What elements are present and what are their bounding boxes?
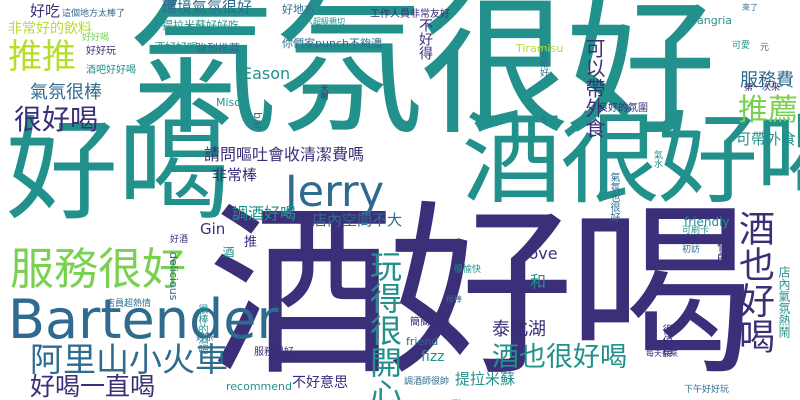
word-hao-hao-wan: 好好玩 — [86, 46, 116, 57]
word-dian-yuan-chao-re-qing: 店員超熱情 — [106, 299, 152, 309]
word-gong-zuo-ren-yuan: 工作人員非常友好 — [370, 9, 450, 20]
word-tui-jian: 推薦 — [738, 93, 798, 128]
word-qi-fen-hen-hao: 氣氛很好 — [128, 0, 716, 156]
word-liang-hao-de-qi-fen: 良好的氛圍 — [598, 103, 648, 114]
word-qiao-bang: 很棒 — [446, 295, 462, 304]
word-mei-tian-zuo: 每天都來 — [646, 349, 678, 358]
word-di-yi-ci-lai: 第一次來 — [744, 83, 781, 93]
word-hao-chi: 好吃 — [30, 2, 61, 20]
word-he: 和 — [530, 272, 547, 291]
word-miso: Miso — [216, 96, 242, 109]
word-hao-jiu: 好酒 — [170, 235, 189, 245]
word-tui-tui: 推推 — [8, 37, 76, 77]
word-jiu: 酒 — [221, 246, 235, 258]
word-ren-hen-qin-qie: 人超級親切 — [305, 17, 345, 26]
word-qing-wen-ou-tu: 請問嘔吐會收清潔費嗎 — [204, 145, 365, 164]
word-eason: Eason — [242, 64, 291, 83]
word-sangria: Sangria — [690, 14, 732, 27]
word-hao-di-fang: 好地方 — [282, 3, 315, 16]
word-jiu-hen-hao-he: 酒很好喝 — [462, 101, 800, 218]
word-tiramisu: Tiramisu — [516, 42, 564, 55]
word-a-li-shan: 阿里山小火車 — [30, 340, 228, 379]
word-tiao-jiu-hao-he: 調酒好喝 — [232, 204, 297, 223]
word-bu-hao-de: 不好得 — [417, 18, 433, 60]
word-ti-la-mi-su: 提拉米蘇 — [455, 370, 516, 388]
word-tui: 推 — [244, 235, 258, 250]
word-ke-yi-dai-wai-shi: 可以帶外食 — [582, 38, 606, 138]
word-hao-hao-he-small: 好好喝 — [82, 33, 110, 43]
word-ke-ai: 可愛 — [732, 41, 751, 51]
word-ke-shua-ka: 可刷卡 — [682, 226, 710, 236]
word-friendly: friendly — [684, 215, 730, 229]
word-hen-bang-de-jiu-ba: 很棒的酒吧 — [196, 304, 207, 354]
word-qi-fen-ye-hao: 氣氛也很好 — [608, 172, 619, 222]
word-fei-chang-bang: 非常棒 — [212, 166, 258, 184]
word-hen-shuai: 很帥 — [715, 238, 731, 266]
word-bar: bar — [251, 112, 264, 131]
word-chu-ci: 初訪 — [682, 245, 701, 255]
word-fei-chang-hao-de-yin-liao: 非常好的飲料 — [8, 21, 92, 37]
word-lai-le: 來了 — [742, 3, 758, 12]
word-dian-nei-kong-jian: 店內空間不大 — [312, 211, 403, 229]
word-huan-jing-qi-fen-hao: 環境氣氛很好 — [162, 0, 253, 16]
word-friend: friend — [406, 335, 439, 348]
word-tai-bei-hu: 泰北湖 — [492, 319, 546, 340]
word-ti-la-mi-su-hao-hao-chi: 提拉米蘇好好吃 — [162, 19, 239, 32]
word-fu-wu-hen-hao-small: 服務很好 — [254, 347, 294, 358]
word-fizz: fizz — [421, 349, 445, 365]
word-ke-dai-wai-shi: 可帶外食 — [736, 130, 797, 148]
word-xia-wu-hao-hao-wan: 下午好好玩 — [684, 385, 730, 395]
word-fu-wu-hen-hao: 服務很好 — [10, 244, 186, 295]
word-bar-hao-hao: 酒吧好好喝 — [86, 65, 136, 76]
word-qi-fen-hen-bang: 氣氛很棒 — [30, 82, 102, 103]
word-jiu-hao-hao-he: 酒好好喝 — [154, 41, 198, 54]
word-dian-nei-qi-fen-re-nao: 店內氣氛熱鬧 — [777, 266, 791, 338]
word-tiao-jiu-shi-shuai: 調酒師很帥 — [404, 377, 450, 387]
word-ni-men-jia-punch: 你們家punch不夠濃 — [282, 37, 382, 50]
word-tian-ye: 天啊 — [320, 84, 329, 100]
word-qi-shui: 氣水 — [652, 150, 662, 168]
word-hen-hao-he: 很好喝 — [14, 103, 99, 136]
word-jiu-ye-hao-he: 酒也好喝 — [733, 210, 774, 354]
word-hao-he-yi-zhi-he: 好喝一直喝 — [30, 372, 156, 400]
word-jerry: Jerry — [285, 167, 385, 217]
word-hen-yu-kuai: 很愉快 — [454, 265, 482, 275]
word-wan-de-hen-kai-xin: 玩得很開心 — [365, 250, 403, 400]
word-bartender: Bartender — [8, 288, 279, 351]
word-hen-zhi-de: 很值得 — [661, 324, 674, 357]
word-love: love — [524, 244, 558, 263]
word-zhe-ge-di-fang: 這個地方太棒了 — [62, 9, 126, 19]
word-bu-hao-yi-si: 不好意思 — [292, 375, 348, 391]
word-jiu-hao-he: 酒好喝 — [208, 184, 754, 400]
word-gin: Gin — [200, 220, 226, 238]
word-delicious: delicious — [167, 252, 180, 301]
word-qiang-li-tui-jian: 強烈推薦 — [196, 42, 240, 55]
word-hao-cha: 好茶 — [196, 333, 215, 343]
word-jiu-ye-hen-hao-he: 酒也很好喝 — [492, 342, 627, 373]
word-fu-wu-fei: 服務費 — [740, 70, 794, 91]
word-s: s — [541, 113, 547, 126]
word-fei-chang-hao: 非常好 — [538, 50, 548, 77]
word-recommend: recommend — [226, 380, 292, 393]
word-yuan: 元 — [760, 43, 770, 53]
word-mu-mu-zui-bang: 簡簡最棒 — [410, 317, 450, 328]
word-hao-he: 好喝 — [6, 106, 230, 236]
